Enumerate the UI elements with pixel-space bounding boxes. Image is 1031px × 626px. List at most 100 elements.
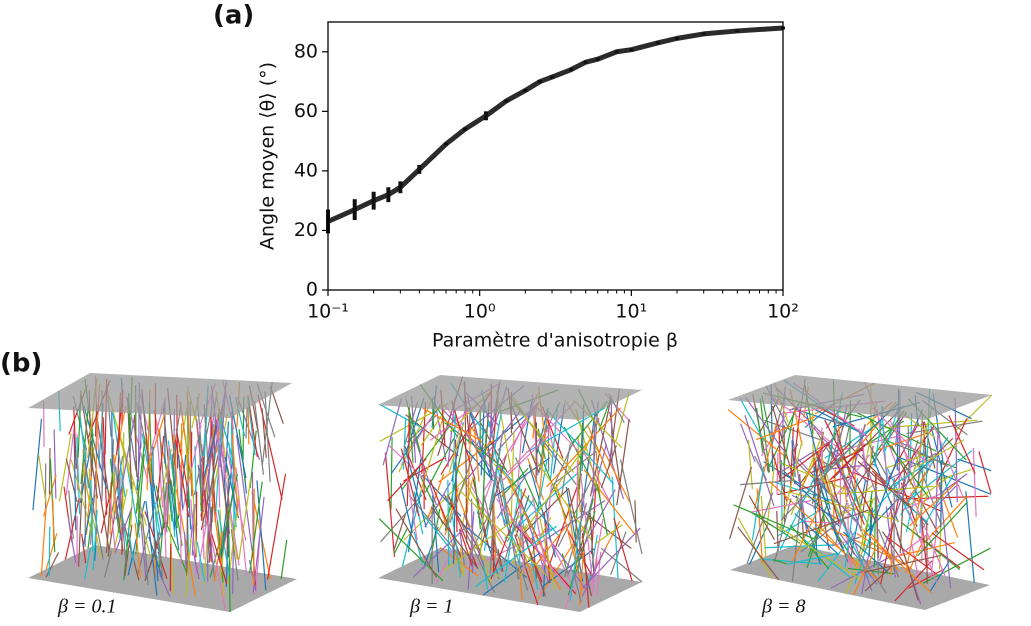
fiber (830, 554, 895, 589)
fiber (532, 454, 593, 542)
y-tick-label: 60 (294, 100, 318, 122)
fiber (931, 532, 985, 571)
fiber (733, 504, 815, 540)
fiber (249, 481, 263, 574)
fiber (210, 533, 228, 584)
fiber (168, 514, 175, 595)
fiber (45, 552, 60, 578)
fiber (183, 531, 187, 568)
fiber (451, 513, 462, 578)
fiber (400, 448, 420, 517)
fiber (48, 526, 51, 577)
fiber (837, 421, 848, 502)
fiber (466, 410, 522, 480)
fiber (226, 477, 229, 555)
plot-frame (327, 21, 784, 291)
fiber (393, 528, 408, 554)
fiber (127, 528, 135, 563)
fiber (758, 558, 822, 565)
fiber (909, 492, 946, 576)
fiber (430, 506, 479, 570)
y-tick-label: 0 (306, 279, 318, 301)
y-tick-label: 80 (294, 40, 318, 62)
fiber (908, 535, 926, 571)
fiber (954, 394, 993, 432)
fiber (439, 547, 479, 577)
fiber (515, 457, 540, 510)
fiber (252, 496, 265, 594)
fiber (171, 454, 178, 529)
fiber (753, 422, 778, 510)
fiber (746, 492, 774, 564)
fiber (40, 509, 47, 577)
fiber (216, 417, 221, 508)
fiber (565, 486, 584, 582)
fiber (191, 467, 198, 558)
fiber (253, 488, 255, 586)
fiber (238, 479, 252, 560)
fiber (201, 470, 211, 521)
fiber (466, 449, 494, 482)
fiber (592, 412, 596, 493)
fiber (483, 444, 502, 552)
fiber (134, 522, 141, 579)
fiber (266, 473, 287, 580)
fiber (739, 397, 765, 443)
fiber (872, 407, 932, 468)
fiber (251, 471, 254, 553)
fiber (832, 405, 905, 479)
fiber (256, 480, 267, 591)
fiber (481, 431, 487, 515)
fiber (192, 549, 200, 580)
fiber (67, 516, 77, 564)
fiber (124, 524, 133, 577)
fiber (84, 547, 91, 580)
top-plane (28, 373, 292, 418)
fiber (821, 456, 835, 500)
fiber (145, 501, 158, 596)
fiber (210, 411, 216, 523)
fiber (610, 395, 613, 465)
fiber (935, 426, 939, 534)
fiber (830, 454, 870, 502)
fiber (813, 426, 856, 495)
fiber (747, 439, 753, 490)
fiber (948, 415, 976, 474)
fiber (429, 508, 441, 565)
fiber (787, 553, 838, 565)
fiber (500, 434, 550, 483)
fiber (58, 433, 72, 502)
fiber (940, 460, 943, 528)
fiber (587, 424, 611, 479)
fiber (435, 543, 457, 584)
fiber (847, 502, 850, 563)
fiber (402, 417, 407, 470)
y-tick-label: 40 (294, 159, 318, 181)
panel-label: (b) (0, 349, 42, 379)
fiber (530, 527, 566, 572)
fiber (156, 435, 165, 502)
fiber (907, 426, 910, 478)
fiber (261, 381, 273, 466)
fiber (596, 483, 608, 535)
fiber (539, 484, 553, 597)
fiber (406, 478, 418, 541)
beta-label: β = 8 (761, 596, 805, 618)
fiber (924, 496, 968, 544)
fiber (501, 490, 535, 583)
fiber (164, 445, 170, 536)
fiber (222, 466, 240, 566)
fiber (778, 425, 782, 481)
fiber (133, 414, 138, 478)
fiber (496, 472, 529, 519)
fiber (225, 421, 230, 473)
fiber (875, 485, 879, 575)
fiber (32, 418, 43, 511)
fiber (73, 406, 77, 469)
fiber (387, 458, 427, 502)
fiber (619, 459, 643, 555)
fiber (105, 475, 113, 553)
fiber (473, 423, 480, 482)
fiber (972, 447, 977, 517)
fiber (820, 427, 823, 491)
